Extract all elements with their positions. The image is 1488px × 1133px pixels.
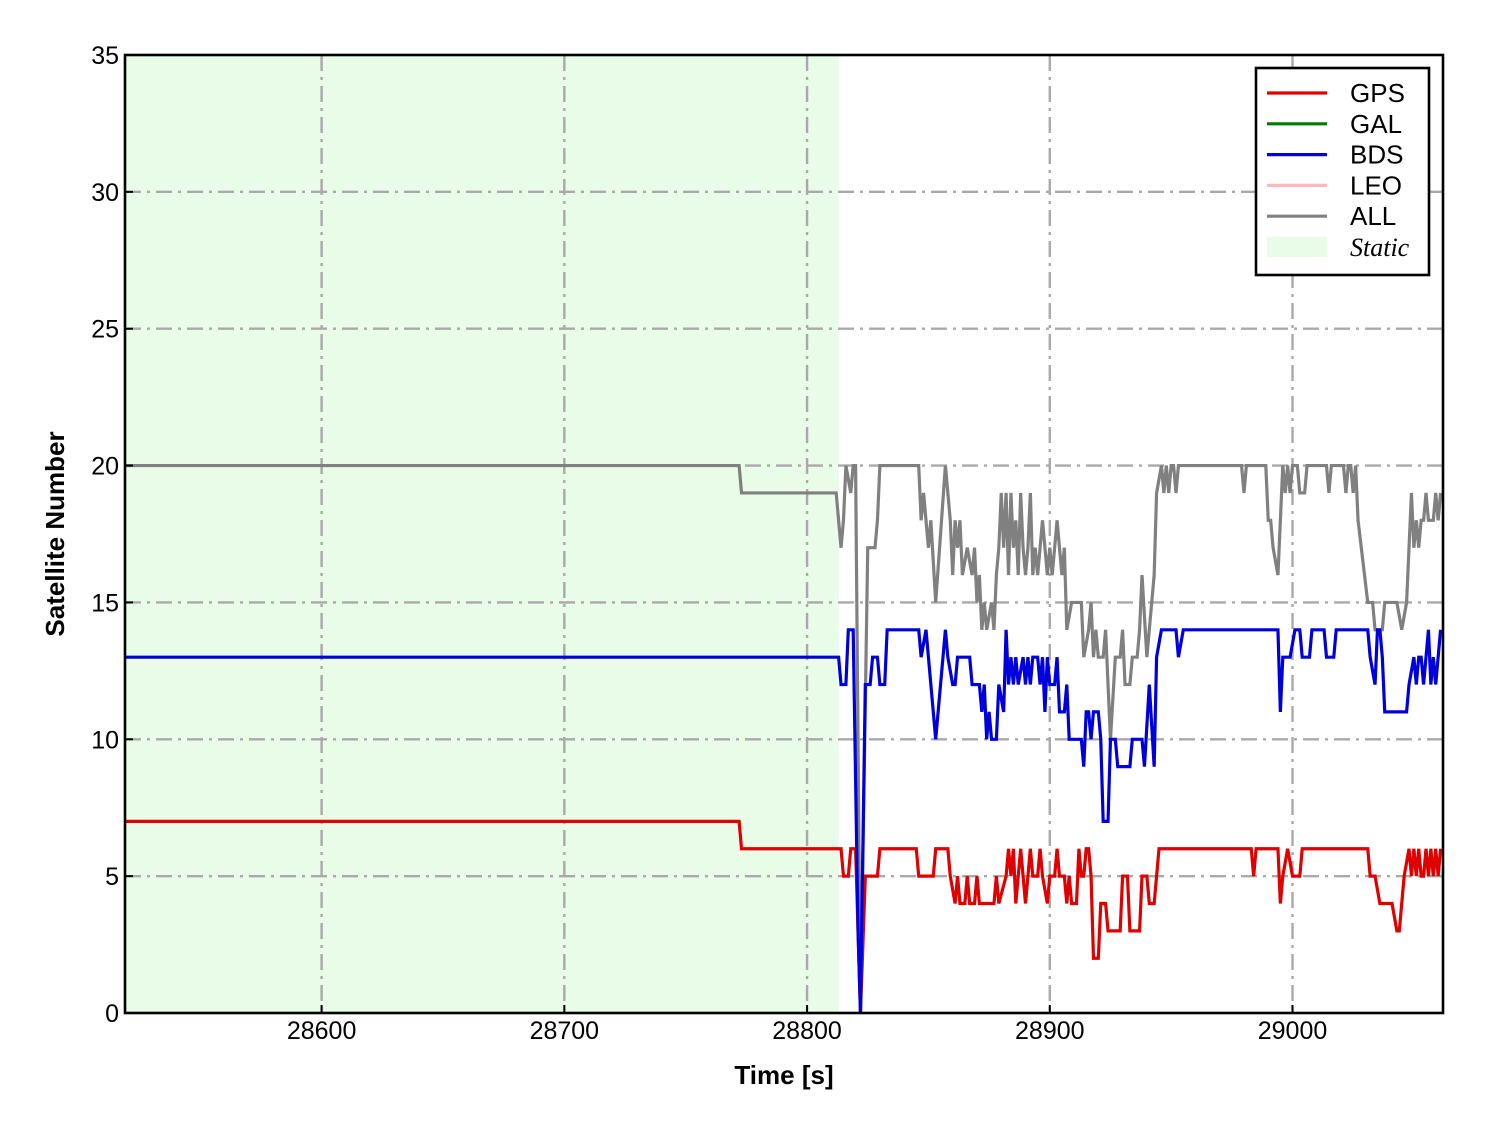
legend-label-all: ALL bbox=[1350, 201, 1396, 231]
legend-label-bds: BDS bbox=[1350, 140, 1403, 170]
series-line-gps bbox=[125, 819, 1443, 1014]
y-tick-label: 25 bbox=[91, 316, 119, 344]
legend-swatch-static bbox=[1267, 237, 1327, 257]
static-shaded-region bbox=[125, 55, 839, 1013]
x-axis-title: Time [s] bbox=[734, 1060, 833, 1090]
series-lines bbox=[125, 463, 1443, 1014]
y-tick-label: 5 bbox=[105, 863, 119, 891]
legend-label-gal: GAL bbox=[1350, 109, 1402, 139]
y-axis-title: Satellite Number bbox=[40, 431, 70, 636]
legend-label-leo: LEO bbox=[1350, 170, 1402, 200]
y-tick-label: 35 bbox=[91, 42, 119, 70]
plot-frame bbox=[123, 53, 1445, 1015]
y-tick-label: 20 bbox=[91, 453, 119, 481]
series-line-all bbox=[125, 463, 1443, 1014]
y-tick-label: 15 bbox=[91, 589, 119, 617]
series-line-bds bbox=[125, 628, 1443, 1014]
x-tick-label: 29000 bbox=[1258, 1017, 1328, 1045]
x-tick-label: 28800 bbox=[772, 1017, 842, 1045]
x-tick-label: 28700 bbox=[530, 1017, 600, 1045]
legend-label-gps: GPS bbox=[1350, 78, 1405, 108]
axis-ticks: 28600 28700 28800 28900 29000 0 5 10 15 20 25 30 35 bbox=[91, 42, 1327, 1045]
static-region-rect bbox=[125, 55, 839, 1013]
grid bbox=[125, 55, 1443, 1013]
y-tick-label: 0 bbox=[105, 1000, 119, 1028]
y-tick-label: 10 bbox=[91, 726, 119, 754]
x-tick-label: 28600 bbox=[287, 1017, 357, 1045]
y-tick-label: 30 bbox=[91, 179, 119, 207]
x-tick-label: 28900 bbox=[1015, 1017, 1085, 1045]
legend-label-static: Static bbox=[1350, 233, 1410, 262]
